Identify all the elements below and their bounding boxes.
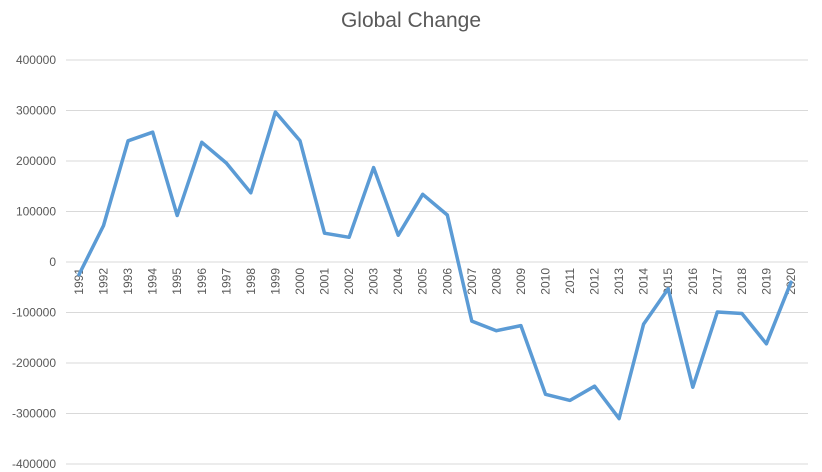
x-tick-label: 2003 [367, 268, 381, 295]
data-point [102, 224, 106, 228]
data-point [593, 384, 597, 388]
data-point [519, 324, 523, 328]
data-point [396, 233, 400, 237]
data-point [77, 273, 81, 277]
data-point [543, 392, 547, 396]
data-point [273, 110, 277, 114]
data-point [715, 310, 719, 314]
x-tick-label: 1993 [121, 268, 135, 295]
data-point [151, 130, 155, 134]
data-point [740, 312, 744, 316]
x-tick-label: 1996 [195, 268, 209, 295]
chart-title: Global Change [340, 9, 482, 32]
data-point [617, 417, 621, 421]
series-line [77, 110, 793, 421]
data-point [568, 398, 572, 402]
y-tick-label: 300000 [16, 104, 56, 118]
x-tick-label: 2012 [588, 268, 602, 295]
x-tick-label: 2010 [538, 268, 552, 295]
x-tick-label: 2019 [759, 268, 773, 295]
x-tick-label: 1998 [244, 268, 258, 295]
x-tick-label: 2004 [391, 268, 405, 295]
y-tick-label: 100000 [16, 205, 56, 219]
data-point [224, 161, 228, 165]
data-point [249, 191, 253, 195]
x-tick-label: 2006 [440, 268, 454, 295]
data-point [323, 231, 326, 235]
x-tick-label: 2009 [514, 268, 528, 295]
data-point [200, 140, 204, 144]
x-tick-label: 1995 [170, 268, 184, 295]
x-tick-label: 2015 [661, 268, 675, 295]
data-point [347, 235, 351, 239]
x-tick-label: 1992 [97, 268, 111, 295]
data-point [175, 214, 179, 218]
data-point [126, 139, 130, 143]
x-tick-label: 2017 [710, 268, 724, 295]
data-point [494, 329, 498, 333]
data-point [421, 192, 425, 196]
x-tick-label: 2016 [686, 268, 700, 295]
x-tick-label: 2008 [489, 268, 503, 295]
data-point [642, 322, 646, 326]
y-tick-label: 200000 [16, 154, 56, 168]
x-tick-label: 1991 [72, 268, 86, 295]
y-tick-label: -100000 [12, 306, 56, 320]
y-tick-label: -200000 [12, 356, 56, 370]
x-tick-label: 1999 [268, 268, 282, 295]
x-tick-label: 2018 [735, 268, 749, 295]
x-tick-label: 1994 [146, 268, 160, 295]
x-tick-label: 2011 [563, 268, 577, 294]
data-point [298, 139, 302, 143]
x-tick-label: 2000 [293, 268, 307, 295]
data-point [445, 213, 449, 217]
data-point [666, 287, 670, 291]
x-tick-label: 2014 [637, 268, 651, 295]
y-tick-label: -400000 [12, 457, 56, 471]
y-tick-label: -300000 [12, 407, 56, 421]
x-tick-label: 2002 [342, 268, 356, 295]
x-tick-label: 2013 [612, 268, 626, 295]
x-tick-label: 2001 [318, 268, 332, 295]
x-tick-label: 2005 [416, 268, 430, 295]
data-point [691, 385, 695, 389]
data-point [789, 280, 793, 284]
y-tick-label: 400000 [16, 53, 56, 67]
data-point [372, 166, 376, 170]
x-tick-label: 2007 [465, 268, 479, 295]
y-tick-label: 0 [49, 255, 56, 269]
x-tick-label: 1997 [219, 268, 233, 295]
data-point [764, 342, 768, 346]
data-point [470, 319, 474, 323]
